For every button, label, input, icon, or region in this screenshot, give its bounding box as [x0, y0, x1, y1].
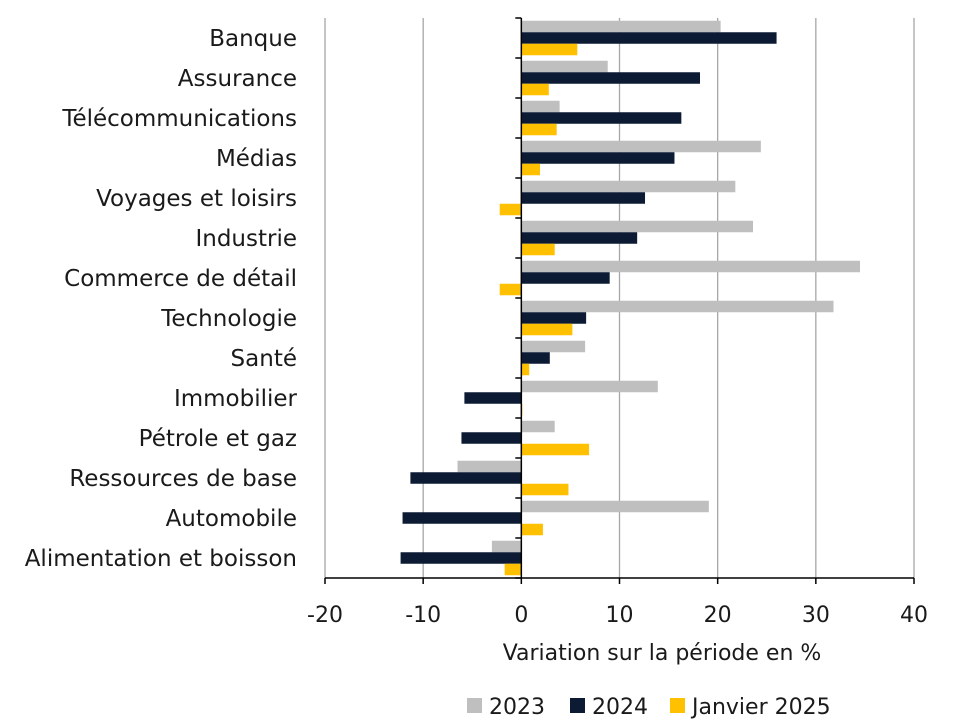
- bar-janvier-2025-automobile: [521, 523, 543, 536]
- x-tick-label: -20: [307, 603, 343, 628]
- category-label-alimentation-et-boisson: Alimentation et boisson: [25, 546, 297, 572]
- x-tick-label: 40: [900, 603, 928, 628]
- bar-2024-assurance: [521, 72, 700, 84]
- bar-2023-ressources-de-base: [457, 460, 522, 473]
- bar-2023-assurance: [521, 60, 608, 73]
- x-axis-title: Variation sur la période en %: [503, 641, 822, 666]
- bar-janvier-2025-alimentation-et-boisson: [504, 563, 522, 576]
- bar-janvier-2025-banque: [521, 43, 578, 56]
- bar-2023-commerce-de-detail: [521, 260, 861, 273]
- bar-2024-ressources-de-base: [410, 472, 522, 484]
- category-label-commerce-de-detail: Commerce de détail: [64, 266, 297, 292]
- category-label-immobilier: Immobilier: [174, 386, 298, 412]
- category-label-telecommunications: Télécommunications: [61, 106, 297, 132]
- category-label-sante: Santé: [231, 346, 297, 372]
- bar-janvier-2025-medias: [521, 163, 540, 176]
- legend-swatch-janvier-2025: [670, 698, 685, 713]
- category-labels: Banque Assurance Télécommunications Médias V…: [25, 26, 298, 572]
- bar-janvier-2025-commerce-de-detail: [499, 283, 522, 296]
- legend: 2023 2024 Janvier 2025: [467, 695, 831, 720]
- bar-2024-alimentation-et-boisson: [400, 552, 522, 564]
- category-label-automobile: Automobile: [166, 506, 297, 532]
- x-tick-label: 0: [514, 603, 528, 628]
- axes: [324, 17, 915, 584]
- x-tick-label: -10: [405, 603, 441, 628]
- bar-janvier-2025-ressources-de-base: [521, 483, 569, 496]
- grid: [324, 18, 915, 578]
- category-label-assurance: Assurance: [178, 66, 297, 92]
- legend-swatch-2024: [570, 698, 585, 713]
- bar-2023-immobilier: [521, 380, 658, 393]
- category-label-petrole-et-gaz: Pétrole et gaz: [139, 426, 297, 452]
- bar-2024-voyages-et-loisirs: [521, 192, 646, 204]
- x-tick-label: 20: [704, 603, 732, 628]
- bar-2024-banque: [521, 32, 777, 44]
- bar-2023-petrole-et-gaz: [521, 420, 555, 433]
- x-tick-labels: -20 -10 0 10 20 30 40: [307, 603, 928, 628]
- x-tick-label: 10: [606, 603, 634, 628]
- bars: [400, 20, 861, 576]
- category-label-banque: Banque: [209, 26, 297, 52]
- bar-2024-petrole-et-gaz: [461, 432, 522, 444]
- bar-janvier-2025-telecommunications: [521, 123, 557, 136]
- bar-janvier-2025-industrie: [521, 243, 555, 256]
- bar-2024-industrie: [521, 232, 638, 244]
- bar-janvier-2025-technologie: [521, 323, 573, 336]
- category-label-industrie: Industrie: [195, 226, 297, 252]
- bar-2023-automobile: [521, 500, 709, 513]
- legend-label-2023: 2023: [489, 695, 545, 720]
- bar-2023-banque: [521, 20, 721, 33]
- x-tick-label: 30: [802, 603, 830, 628]
- bar-2024-telecommunications: [521, 112, 682, 124]
- legend-label-janvier-2025: Janvier 2025: [690, 695, 831, 720]
- bar-2023-sante: [521, 340, 586, 353]
- legend-swatch-2023: [467, 698, 482, 713]
- bar-2023-technologie: [521, 300, 834, 313]
- bar-2023-telecommunications: [521, 100, 560, 113]
- bar-2024-automobile: [402, 512, 522, 524]
- bar-2023-voyages-et-loisirs: [521, 180, 736, 193]
- category-label-technologie: Technologie: [160, 306, 297, 332]
- bar-2024-technologie: [521, 312, 587, 324]
- legend-label-2024: 2024: [592, 695, 648, 720]
- bar-janvier-2025-assurance: [521, 83, 549, 96]
- bar-2024-medias: [521, 152, 675, 164]
- category-label-ressources-de-base: Ressources de base: [69, 466, 297, 492]
- bar-2024-immobilier: [464, 392, 522, 404]
- bar-2024-commerce-de-detail: [521, 272, 610, 284]
- bar-2023-alimentation-et-boisson: [491, 540, 522, 553]
- category-label-voyages-et-loisirs: Voyages et loisirs: [96, 186, 297, 212]
- category-label-medias: Médias: [216, 146, 297, 172]
- bar-2023-industrie: [521, 220, 754, 233]
- bar-janvier-2025-voyages-et-loisirs: [499, 203, 522, 216]
- bar-2024-sante: [521, 352, 550, 364]
- bar-janvier-2025-sante: [521, 363, 530, 376]
- bar-janvier-2025-petrole-et-gaz: [521, 443, 590, 456]
- bar-2023-medias: [521, 140, 761, 153]
